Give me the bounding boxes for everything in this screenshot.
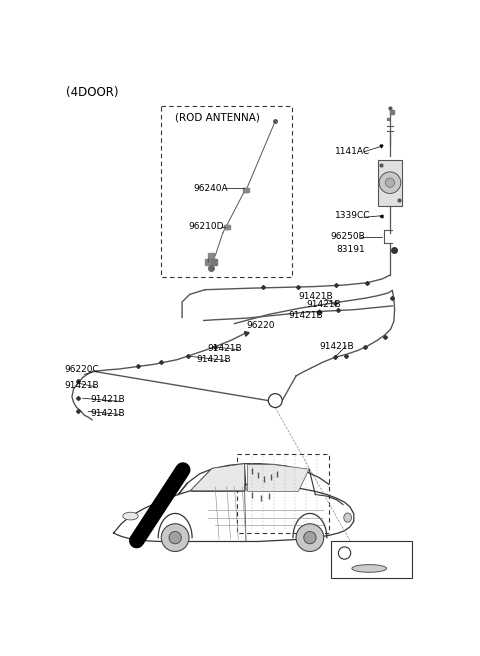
Bar — [161, 106, 292, 277]
Ellipse shape — [344, 513, 351, 522]
Circle shape — [268, 394, 282, 407]
Ellipse shape — [123, 512, 138, 520]
Text: 1339CC: 1339CC — [335, 211, 370, 220]
Text: 91421B: 91421B — [64, 380, 99, 390]
Text: 91421B: 91421B — [196, 354, 230, 363]
Ellipse shape — [352, 565, 386, 572]
Text: (ROD ANTENNA): (ROD ANTENNA) — [175, 112, 260, 122]
Text: 91421B: 91421B — [306, 300, 341, 309]
Text: 96240A: 96240A — [193, 184, 228, 193]
Text: 91421B: 91421B — [90, 396, 125, 404]
Text: 91421B: 91421B — [207, 344, 242, 353]
Polygon shape — [191, 464, 244, 491]
Text: 96220C: 96220C — [64, 365, 99, 375]
Bar — [237, 455, 329, 533]
Text: 91421B: 91421B — [319, 342, 354, 351]
Text: 91421B: 91421B — [90, 409, 125, 418]
Circle shape — [161, 523, 189, 552]
Circle shape — [296, 523, 324, 552]
Text: 83191: 83191 — [337, 245, 366, 254]
Circle shape — [338, 547, 351, 559]
Text: a: a — [342, 548, 348, 558]
Bar — [331, 541, 411, 578]
Circle shape — [385, 178, 395, 188]
Text: a: a — [273, 396, 278, 405]
Bar — [378, 159, 402, 206]
Text: 85864: 85864 — [355, 548, 386, 558]
Text: 96210D: 96210D — [188, 222, 224, 231]
Polygon shape — [248, 464, 309, 491]
Circle shape — [379, 172, 401, 194]
Text: 1141AC: 1141AC — [335, 148, 370, 156]
Text: 96220: 96220 — [246, 321, 275, 329]
Text: 91421B: 91421B — [299, 292, 333, 301]
Circle shape — [169, 531, 181, 544]
Text: 96250B: 96250B — [331, 232, 365, 241]
Circle shape — [304, 531, 316, 544]
Text: (4DOOR): (4DOOR) — [66, 86, 119, 99]
Text: 91421B: 91421B — [288, 312, 323, 320]
